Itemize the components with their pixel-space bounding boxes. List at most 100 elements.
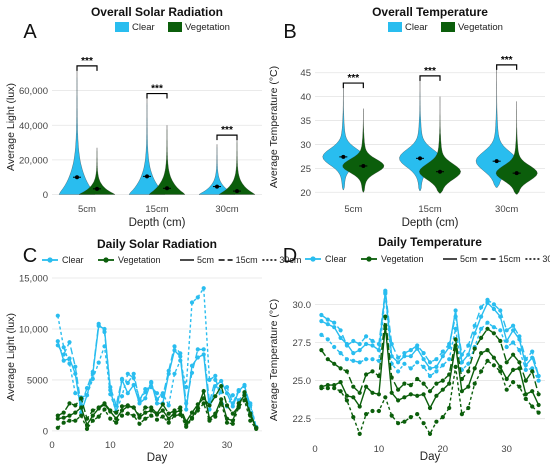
x-tick-label: 10 [105, 440, 116, 451]
legend-label: Clear [405, 22, 428, 33]
data-point [90, 418, 95, 423]
data-point [396, 387, 401, 392]
data-point [178, 358, 183, 363]
data-point [479, 369, 484, 374]
panel-b: B Overall Temperature 20 25 30 35 40 45 Average … [268, 5, 545, 229]
legend-label: 5cm [460, 254, 477, 264]
data-point [55, 313, 60, 318]
data-point [536, 378, 541, 383]
data-point [149, 380, 154, 386]
significance-bracket [496, 64, 518, 70]
data-point [479, 326, 484, 331]
data-point [427, 373, 433, 379]
data-point [137, 401, 142, 406]
significance-label: *** [347, 73, 359, 84]
data-point [108, 416, 113, 421]
data-point [195, 295, 200, 300]
data-point [364, 334, 369, 339]
data-point [55, 416, 60, 421]
y-tick-label: 15,000 [19, 274, 48, 285]
data-point [491, 331, 496, 336]
data-point [172, 413, 177, 418]
series-line [320, 293, 540, 381]
data-point [325, 322, 330, 327]
data-point [184, 419, 189, 424]
data-point [219, 401, 224, 406]
y-axis-label: Average Light (lux) [5, 83, 17, 171]
data-point [459, 352, 464, 357]
legend: Clear Vegetation 5cm 15cm 30cm [42, 255, 301, 265]
data-point [396, 398, 401, 403]
legend-label: Clear [132, 22, 155, 33]
violin-vegetation [342, 108, 385, 193]
data-point [79, 413, 84, 418]
data-point [319, 319, 324, 324]
data-point [224, 403, 230, 408]
violin-vegetation [495, 101, 538, 195]
legend-label: Clear [325, 254, 347, 264]
data-point [325, 383, 330, 388]
data-point [402, 419, 407, 424]
data-point [184, 407, 189, 412]
data-point [230, 421, 235, 426]
y-tick-label: 60,000 [19, 86, 48, 97]
data-point [421, 381, 426, 386]
data-point [351, 338, 356, 344]
data-point [485, 297, 490, 302]
data-point [338, 366, 343, 371]
y-tick-label: 25 [300, 164, 311, 175]
legend-swatch [441, 22, 455, 32]
violin-clear [58, 69, 96, 195]
significance-bracket [76, 65, 98, 71]
data-point [230, 404, 235, 409]
data-point [114, 410, 119, 415]
data-point [376, 408, 381, 414]
legend-swatch [168, 22, 182, 32]
data-point [137, 413, 142, 418]
significance-label: *** [81, 56, 93, 67]
mean-point [438, 169, 442, 174]
data-point [504, 344, 509, 350]
data-point [415, 360, 420, 365]
data-point [61, 420, 66, 425]
data-point [421, 421, 426, 426]
data-point [453, 326, 458, 331]
x-tick-label: 0 [49, 440, 54, 451]
data-point [402, 381, 407, 386]
data-point [479, 305, 484, 310]
data-point [195, 402, 200, 407]
y-axis-label: Average Temperature (°C) [268, 299, 280, 421]
data-point [236, 405, 241, 410]
legend-label: Vegetation [381, 254, 424, 264]
x-axis-label: Day [420, 451, 441, 463]
data-point [125, 391, 130, 396]
data-point [517, 348, 522, 353]
y-tick-label: 45 [300, 68, 311, 79]
data-point [427, 389, 433, 394]
data-point [389, 390, 394, 395]
data-point [55, 425, 60, 430]
data-point [427, 366, 433, 371]
data-point [447, 372, 452, 377]
data-point [498, 338, 503, 344]
data-point [224, 385, 230, 390]
legend: Clear Vegetation [115, 22, 230, 33]
data-point [172, 371, 177, 376]
data-point [421, 351, 426, 356]
x-tick-label: 15cm [418, 204, 441, 215]
data-point [131, 413, 136, 418]
data-point [434, 369, 439, 374]
significance-bracket [419, 75, 441, 81]
data-point [149, 413, 154, 418]
data-point [447, 381, 452, 386]
data-point [55, 339, 60, 344]
data-point [466, 384, 471, 389]
data-point [131, 405, 136, 410]
mean-point [341, 154, 346, 159]
data-point [408, 354, 413, 359]
data-point [383, 314, 388, 319]
data-point [351, 351, 356, 356]
mean-point [145, 174, 149, 179]
violin-clear [198, 144, 236, 195]
data-point [207, 403, 212, 408]
